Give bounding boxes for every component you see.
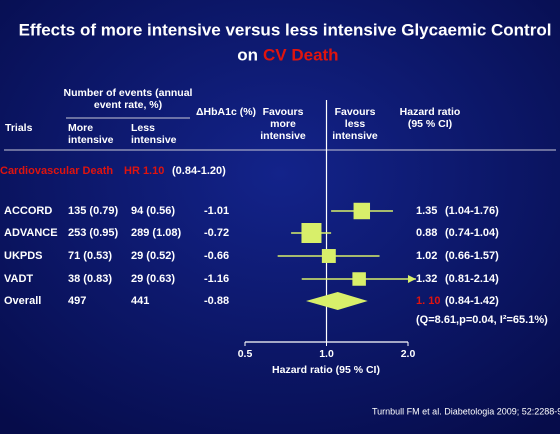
subgroup-label: Cardiovascular Death [0,165,113,177]
header-more: More intensive [68,122,114,146]
events-less: 441 [131,295,149,307]
hr-value: 1.02 [416,250,437,262]
ci-arrow [407,275,416,283]
trial-name: VADT [4,273,33,285]
hba1c: -1.16 [204,273,229,285]
hba1c: -0.66 [204,250,229,262]
hr-box [352,272,366,286]
subgroup-ci: (0.84-1.20) [172,165,226,177]
title-line1: Effects of more intensive versus less in… [19,20,552,39]
hr-ci: (0.81-2.14) [445,273,499,285]
x-tick-label: 1.0 [319,348,334,360]
events-less: 29 (0.63) [131,273,175,285]
events-more: 38 (0.83) [68,273,112,285]
events-less: 289 (1.08) [131,227,181,239]
events-more: 135 (0.79) [68,205,118,217]
trial-name: ADVANCE [4,227,58,239]
hr-ci: (0.66-1.57) [445,250,499,262]
trial-name: UKPDS [4,250,43,262]
heterogeneity: (Q=8.61,p=0.04, I²=65.1%) [416,314,548,326]
hba1c: -1.01 [204,205,229,217]
hr-ci: (0.74-1.04) [445,227,499,239]
events-more: 253 (0.95) [68,227,118,239]
events-less: 94 (0.56) [131,205,175,217]
hba1c: -0.88 [204,295,229,307]
header-hr: Hazard ratio (95 % CI) [400,106,461,130]
hr-box [301,223,322,243]
events-more: 71 (0.53) [68,250,112,262]
subgroup-hr: HR 1.10 [124,165,164,177]
hba1c: -0.72 [204,227,229,239]
header-favours-more: Favours more intensive [260,106,306,142]
hr-box [353,202,371,220]
x-tick-label: 2.0 [401,348,416,360]
hr-value: 1.32 [416,273,437,285]
header-trials: Trials [5,122,33,134]
events-less: 29 (0.52) [131,250,175,262]
overall-hr: 1. 10 [416,295,440,307]
hr-box [321,249,336,263]
overall-ci: (0.84-1.42) [445,295,499,307]
x-tick-label: 0.5 [238,348,253,360]
title-line2: on [237,45,258,64]
events-more: 497 [68,295,86,307]
header-favours-less: Favours less intensive [332,106,378,142]
x-axis-label: Hazard ratio (95 % CI) [272,364,380,376]
citation: Turnbull FM et al. Diabetologia 2009; 52… [372,406,560,416]
trial-name: Overall [4,295,41,307]
trial-name: ACCORD [4,205,52,217]
title-highlight: CV Death [263,45,339,64]
hr-value: 0.88 [416,227,437,239]
header-events: Number of events (annual event rate, %) [64,87,193,111]
overall-diamond [305,292,368,310]
hr-ci: (1.04-1.76) [445,205,499,217]
header-less: Less intensive [131,122,177,146]
header-hba1c: ΔHbA1c (%) [196,106,256,118]
hr-value: 1.35 [416,205,437,217]
